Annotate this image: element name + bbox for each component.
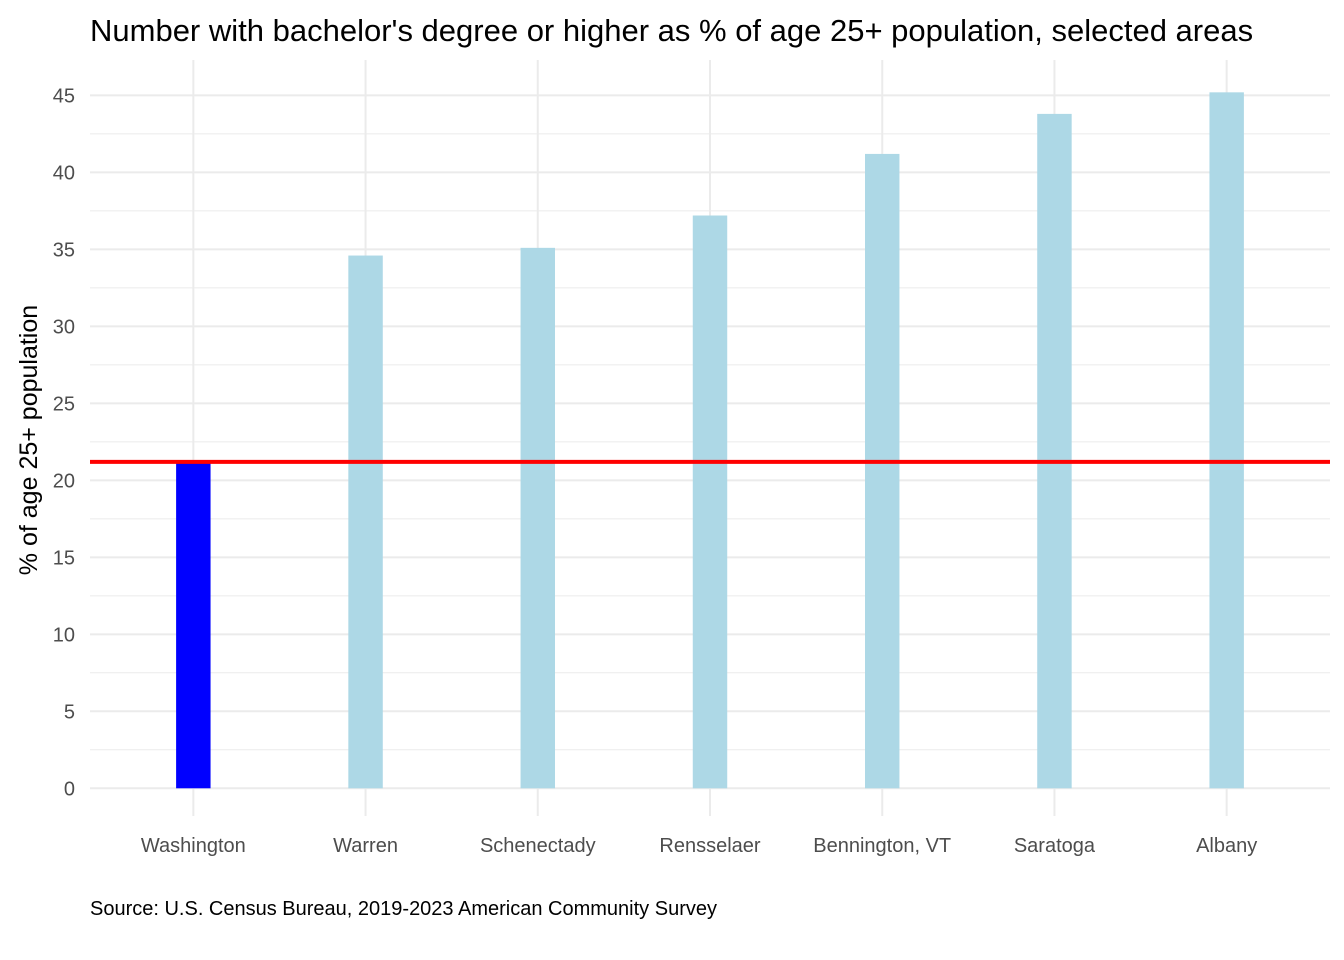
x-tick-label: Albany	[1196, 835, 1257, 857]
bar-warren	[348, 255, 383, 789]
y-tick-label: 15	[53, 547, 75, 569]
source-caption: Source: U.S. Census Bureau, 2019-2023 Am…	[90, 898, 717, 920]
bar-saratoga	[1037, 113, 1072, 789]
y-tick-label: 10	[53, 624, 75, 646]
y-tick-label: 0	[64, 778, 75, 800]
x-tick-label: Warren	[333, 835, 398, 857]
chart-title: Number with bachelor's degree or higher …	[90, 13, 1253, 48]
bars	[176, 92, 1244, 789]
bar-bennington-vt	[865, 153, 900, 789]
y-axis-ticks: 0 5 10 15 20 25 30 35 40 45	[53, 85, 75, 800]
y-tick-label: 5	[64, 701, 75, 723]
x-tick-label: Schenectady	[480, 835, 596, 857]
x-tick-label: Bennington, VT	[813, 835, 951, 857]
y-axis-label: % of age 25+ population	[15, 305, 43, 575]
y-tick-label: 25	[53, 393, 75, 415]
bar-washington	[176, 463, 211, 789]
y-tick-label: 40	[53, 162, 75, 184]
x-tick-label: Saratoga	[1014, 835, 1096, 857]
x-tick-label: Washington	[141, 835, 246, 857]
x-axis-ticks: Washington Warren Schenectady Rensselaer Ben…	[141, 835, 1257, 857]
y-tick-label: 35	[53, 239, 75, 261]
bar-albany	[1209, 92, 1244, 789]
y-tick-label: 30	[53, 316, 75, 338]
x-tick-label: Rensselaer	[659, 835, 761, 857]
bar-rensselaer	[692, 215, 728, 789]
bar-schenectady	[520, 247, 555, 789]
y-tick-label: 45	[53, 85, 75, 107]
y-tick-label: 20	[53, 470, 75, 492]
